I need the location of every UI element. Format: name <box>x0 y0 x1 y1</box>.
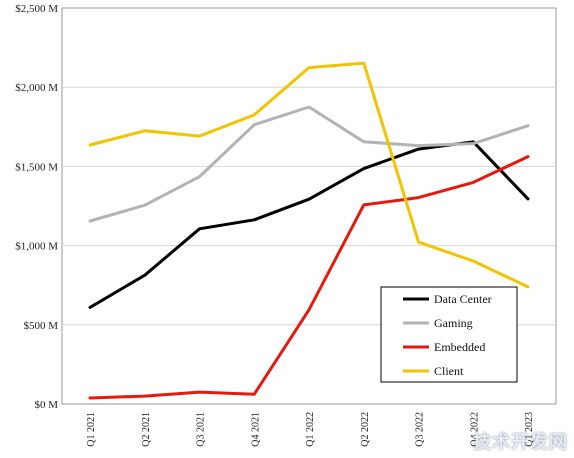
x-tick-label: Q3 2021 <box>196 412 207 447</box>
y-tick-label: $1,500 M <box>15 161 58 173</box>
y-tick-label: $500 M <box>23 320 58 332</box>
watermark-logo: 技术开发网 <box>473 432 568 453</box>
x-tick-label: Q4 2022 <box>469 412 480 447</box>
legend-items: Data Center Gaming Embedded Client <box>403 292 492 378</box>
y-tick-label: $2,000 M <box>15 82 58 94</box>
y-axis-ticks: $0 M $500 M $1,000 M $1,500 M $2,000 M $2,500… <box>15 3 58 411</box>
x-tick-label: Q2 2022 <box>360 412 371 447</box>
x-axis-ticks: Q1 2021 Q2 2021 Q3 2021 Q4 2021 Q1 2022 Q2 20… <box>86 412 535 447</box>
x-tick-label: Q3 2022 <box>415 412 426 447</box>
series-line-embedded <box>88 155 530 400</box>
x-tick-label: Q1 2022 <box>305 412 316 447</box>
series-line-client <box>88 61 530 289</box>
legend-label: Data Center <box>434 292 492 306</box>
y-tick-label: $0 M <box>34 399 58 411</box>
legend-box <box>380 286 518 383</box>
x-tick-label: Q1 2021 <box>86 412 97 447</box>
x-tick-label: Q1 2023 <box>524 412 535 447</box>
legend: Data Center Gaming Embedded Client <box>380 286 518 383</box>
legend-label: Embedded <box>434 340 485 354</box>
series-line-gaming <box>88 105 530 223</box>
series-lines <box>88 61 530 400</box>
y-tick-label: $1,000 M <box>15 241 58 253</box>
legend-label: Gaming <box>434 316 473 330</box>
legend-label: Client <box>434 364 464 378</box>
y-tick-label: $2,500 M <box>15 3 58 15</box>
x-tick-label: Q2 2021 <box>141 412 152 447</box>
x-tick-label: Q4 2021 <box>250 412 261 447</box>
